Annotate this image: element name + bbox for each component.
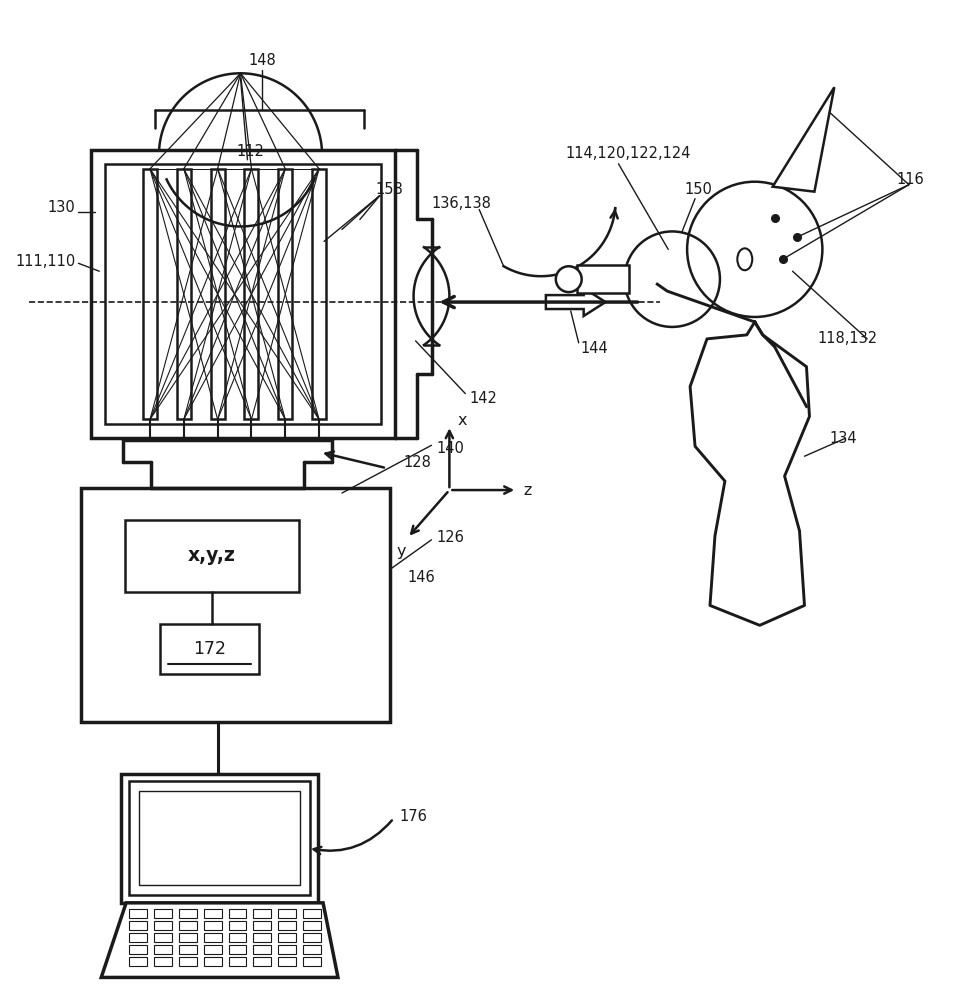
Bar	[154, 909, 172, 918]
Bar	[179, 921, 197, 930]
Text: 128: 128	[404, 455, 432, 470]
Bar	[91, 150, 395, 438]
Bar	[303, 921, 321, 930]
Text: 144: 144	[581, 341, 609, 356]
Bar	[254, 921, 271, 930]
Bar	[303, 957, 321, 966]
Bar	[81, 488, 390, 722]
Text: 112: 112	[236, 144, 264, 159]
Text: x: x	[457, 413, 467, 428]
Bar	[203, 909, 222, 918]
Bar	[179, 945, 197, 954]
Bar	[303, 945, 321, 954]
Bar	[154, 945, 172, 954]
Bar	[143, 169, 157, 419]
Bar	[203, 957, 222, 966]
Text: z: z	[523, 483, 531, 498]
Text: 176: 176	[400, 809, 428, 824]
Circle shape	[556, 266, 582, 292]
Bar	[254, 909, 271, 918]
Polygon shape	[102, 903, 338, 977]
Bar	[129, 957, 147, 966]
Text: 142: 142	[469, 391, 498, 406]
Bar	[125, 520, 299, 592]
Bar	[279, 921, 296, 930]
Bar	[106, 164, 380, 424]
Bar	[228, 957, 247, 966]
Bar	[179, 909, 197, 918]
Text: 116: 116	[896, 172, 923, 187]
Bar	[139, 791, 300, 885]
Text: 136,138: 136,138	[432, 196, 491, 211]
Bar	[303, 933, 321, 942]
Polygon shape	[772, 87, 834, 192]
Bar	[228, 921, 247, 930]
Bar	[279, 957, 296, 966]
Bar	[254, 957, 271, 966]
Bar	[228, 933, 247, 942]
Bar	[129, 781, 310, 895]
Bar	[129, 921, 147, 930]
Text: 114,120,122,124: 114,120,122,124	[565, 146, 691, 161]
Bar	[228, 909, 247, 918]
Text: 134: 134	[830, 431, 858, 446]
Text: 146: 146	[408, 570, 436, 585]
Bar	[279, 909, 296, 918]
Text: 111,110: 111,110	[15, 254, 76, 269]
Bar	[312, 169, 326, 419]
Text: 148: 148	[249, 53, 276, 68]
Text: x,y,z: x,y,z	[188, 546, 235, 565]
Text: 140: 140	[437, 441, 465, 456]
Bar	[154, 921, 172, 930]
Text: 172: 172	[194, 640, 227, 658]
Bar	[129, 909, 147, 918]
Bar	[279, 945, 296, 954]
Bar	[154, 933, 172, 942]
Bar	[245, 169, 258, 419]
Bar	[211, 169, 225, 419]
Bar	[228, 945, 247, 954]
Bar	[129, 945, 147, 954]
Bar	[179, 933, 197, 942]
Bar	[179, 957, 197, 966]
Bar	[160, 624, 259, 674]
Text: 130: 130	[47, 200, 76, 215]
Bar	[177, 169, 191, 419]
Bar	[254, 933, 271, 942]
Text: 126: 126	[437, 530, 465, 545]
Bar	[279, 169, 292, 419]
Text: 150: 150	[684, 182, 712, 197]
Bar	[279, 933, 296, 942]
Text: 118,132: 118,132	[817, 331, 877, 346]
Bar	[121, 774, 318, 903]
Bar	[203, 921, 222, 930]
Bar	[203, 933, 222, 942]
Bar	[254, 945, 271, 954]
Text: 158: 158	[376, 182, 404, 197]
Bar	[303, 909, 321, 918]
Polygon shape	[546, 288, 606, 316]
Bar	[154, 957, 172, 966]
Bar	[577, 265, 629, 293]
Bar	[203, 945, 222, 954]
Bar	[129, 933, 147, 942]
Text: y: y	[397, 544, 407, 559]
